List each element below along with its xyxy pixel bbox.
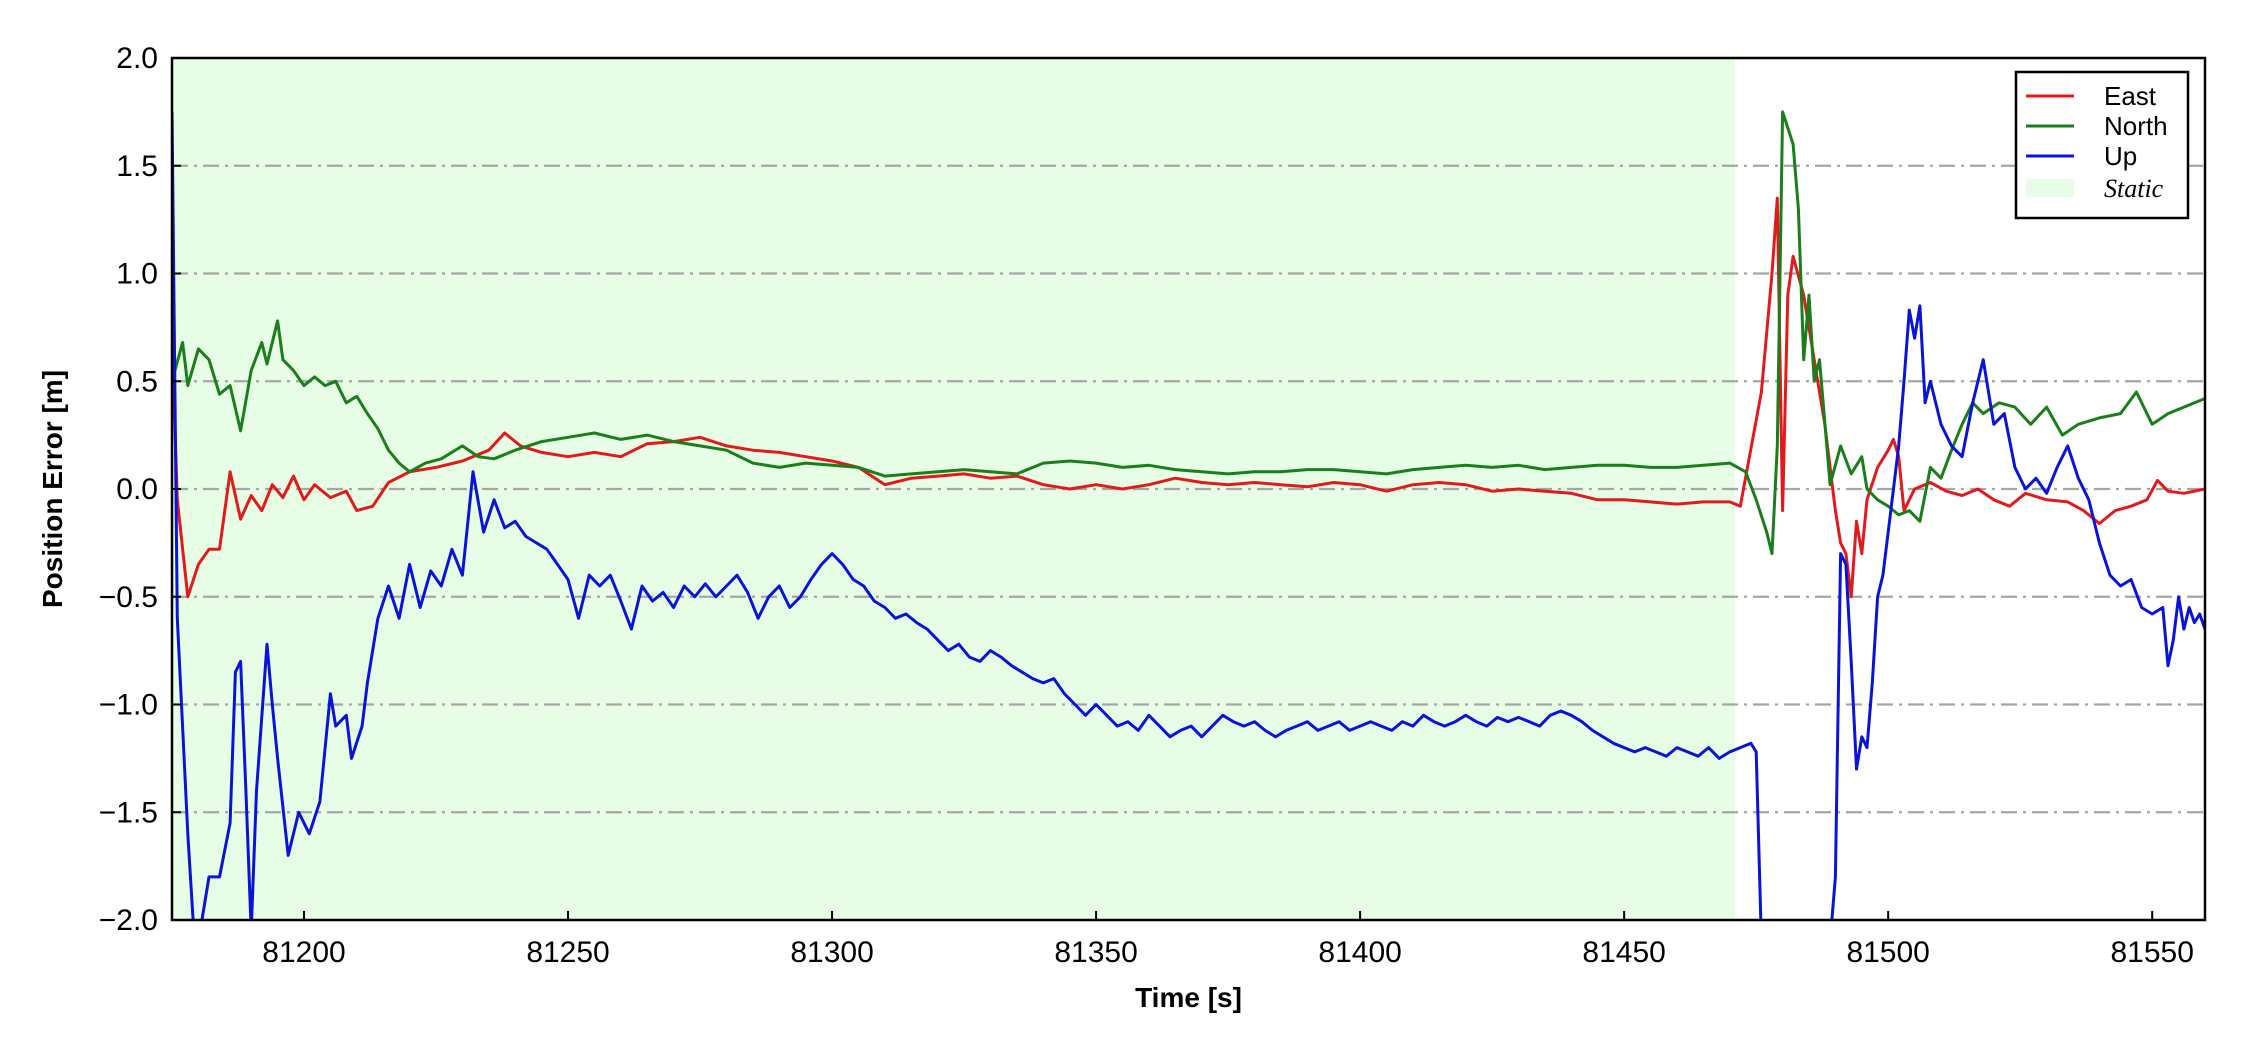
- x-tick-label: 81500: [1846, 936, 1929, 969]
- series-layer: [172, 110, 2205, 920]
- legend-swatch-static: [2026, 179, 2074, 197]
- series-line-east: [172, 196, 2205, 599]
- y-tick-label: −0.5: [99, 581, 158, 614]
- x-axis-title: Time [s]: [1135, 982, 1242, 1013]
- x-tick-label: 81300: [790, 936, 873, 969]
- legend-label-east: East: [2104, 81, 2157, 111]
- y-tick-label: 0.5: [116, 365, 158, 398]
- series-line-up: [172, 111, 2205, 920]
- legend-label-static: Static: [2104, 174, 2164, 203]
- y-tick-label: 2.0: [116, 42, 158, 75]
- legend-label-up: Up: [2104, 141, 2137, 171]
- x-tick-label: 81450: [1582, 936, 1665, 969]
- y-tick-label: −1.5: [99, 796, 158, 829]
- legend-label-north: North: [2104, 111, 2168, 141]
- series-line-north: [172, 110, 2205, 556]
- x-tick-label: 81550: [2110, 936, 2193, 969]
- grid-layer: [172, 164, 2205, 814]
- y-tick-label: 1.5: [116, 150, 158, 183]
- x-tick-label: 81250: [526, 936, 609, 969]
- tick-label-layer: 81200 81250 81300 81350 81400 81450 81500 81550…: [99, 42, 2194, 969]
- y-tick-label: 1.0: [116, 258, 158, 291]
- y-tick-label: 0.0: [116, 473, 158, 506]
- x-tick-label: 81200: [262, 936, 345, 969]
- x-tick-label: 81350: [1054, 936, 1137, 969]
- y-axis-title: Position Error [m]: [37, 370, 68, 608]
- x-tick-label: 81400: [1318, 936, 1401, 969]
- tick-layer: [172, 57, 2154, 921]
- y-tick-label: −1.0: [99, 689, 158, 722]
- y-tick-label: −2.0: [99, 904, 158, 937]
